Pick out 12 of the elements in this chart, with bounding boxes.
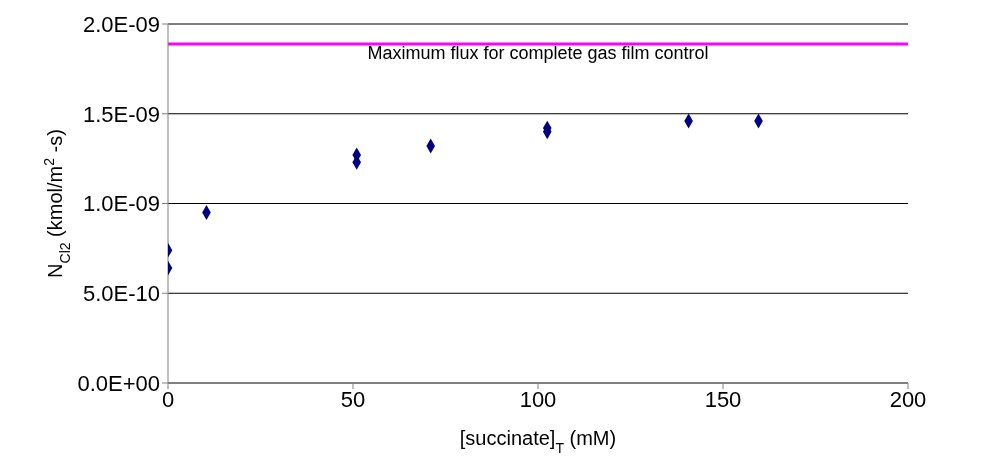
x-tick-label: 100: [519, 386, 557, 412]
x-tick-label: 150: [704, 386, 742, 412]
y-tick-label: 1.5E-09: [82, 101, 160, 127]
ref-line-label: Maximum flux for complete gas film control: [367, 43, 709, 64]
x-axis-title: [succinate]$_{T}$ (mM): [459, 427, 617, 456]
x-tick-label: 0: [161, 386, 175, 412]
y-tick-label: 0.0E+00: [77, 370, 160, 396]
y-tick-label: 1.0E-09: [82, 191, 160, 217]
y-tick-label: 2.0E-09: [82, 11, 160, 37]
y-tick-label: 5.0E-10: [82, 281, 160, 307]
x-tick-label: 50: [340, 386, 366, 412]
x-tick-label: 200: [889, 386, 927, 412]
